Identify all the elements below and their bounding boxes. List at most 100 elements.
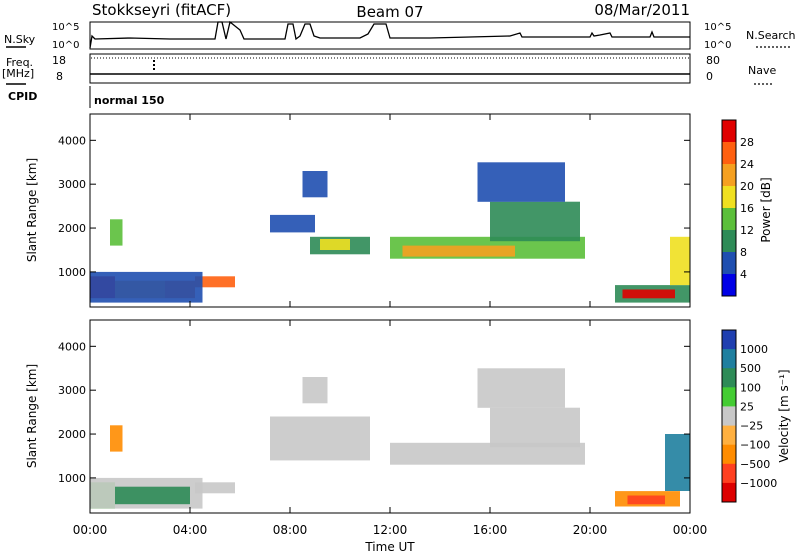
power-panel-colorbar-seg-0 (722, 120, 736, 143)
date-title: 08/Mar/2011 (594, 1, 690, 19)
velocity-panel-colorbar-seg-0 (722, 330, 736, 350)
power-panel-ytick-label-2: 3000 (58, 178, 86, 191)
velocity-panel-region-8 (490, 407, 580, 448)
velocity-panel-region-4 (110, 425, 123, 452)
power-panel-region-4 (90, 271, 203, 303)
power-panel-ytick-label-0: 1000 (58, 266, 86, 279)
beam-title: Beam 07 (356, 3, 423, 21)
velocity-panel-colorbar-tick-0: 1000 (740, 343, 768, 356)
power-panel-colorbar-seg-1 (722, 142, 736, 165)
velocity-panel-ytick-label-0: 1000 (58, 472, 86, 485)
freq-label-1: Freq. (6, 56, 33, 69)
power-panel-region-3 (195, 276, 235, 288)
power-panel-colorbar-frame (721, 119, 737, 297)
power-panel-colorbar-tick-2: 20 (740, 180, 754, 193)
power-panel-region-11 (402, 245, 515, 257)
nsearch-label: N.Search (746, 29, 796, 42)
velocity-panel-colorbar-seg-3 (722, 387, 736, 407)
velocity-panel-colorbar-frame (721, 329, 737, 503)
velocity-panel-colorbar-seg-6 (722, 444, 736, 465)
velocity-panel-ytick-label-3: 4000 (58, 340, 86, 353)
power-panel-colorbar-tick-1: 24 (740, 158, 754, 171)
cpid-label: CPID (8, 90, 37, 103)
xtick-label-4: 16:00 (473, 523, 508, 537)
power-panel-colorbar-tick-0: 28 (740, 136, 754, 149)
nave-tick-0: 0 (706, 70, 713, 83)
noise-strip: N.Sky 10^5 10^0 10^5 10^0 N.Search (4, 20, 796, 51)
power-ylabel: Slant Range [km] (25, 158, 39, 262)
velocity-panel-region-3 (195, 482, 235, 494)
velocity-panel-region-12 (665, 434, 690, 491)
power-panel-colorbar-seg-2 (722, 164, 736, 187)
nsky-label: N.Sky (4, 33, 36, 46)
power-panel-colorbar-tick-3: 16 (740, 202, 754, 215)
power-panel-colorbar-seg-7 (722, 274, 736, 297)
velocity-panel-colorbar-seg-7 (722, 463, 736, 484)
velocity-y-ticks: 1000 2000 3000 4000 (58, 340, 690, 485)
velocity-panel-colorbar-tick-1: 500 (740, 362, 761, 375)
noise-tick-top-left: 10^5 (52, 22, 79, 33)
power-panel-region-16 (670, 236, 690, 286)
velocity-panel-ytick-label-2: 3000 (58, 384, 86, 397)
power-panel-colorbar-seg-3 (722, 186, 736, 209)
power-panel-region-6 (270, 214, 315, 233)
velocity-panel: 1000 2000 3000 4000 Slant Range [km] 1000 50… (25, 319, 791, 514)
power-panel: 1000 2000 3000 4000 Slant Range [km] 28 24 20… (25, 113, 773, 308)
velocity-panel-colorbar-seg-4 (722, 406, 736, 426)
xtick-label-3: 12:00 (373, 523, 408, 537)
velocity-panel-region-6 (302, 377, 328, 404)
power-panel-region-5 (110, 219, 123, 246)
velocity-panel-region-2 (115, 486, 190, 505)
xtick-label-2: 08:00 (273, 523, 308, 537)
velocity-panel-colorbar-tick-3: 25 (740, 400, 754, 413)
power-panel-ytick-label-1: 2000 (58, 222, 86, 235)
noise-tick-bottom-left: 10^0 (52, 40, 79, 51)
velocity-panel-colorbar-tick-5: −100 (740, 439, 770, 452)
power-panel-region-12 (490, 201, 580, 242)
velocity-panel-region-11 (627, 495, 665, 505)
power-panel-colorbar-tick-4: 12 (740, 224, 754, 237)
velocity-panel-colorbar-seg-1 (722, 349, 736, 369)
velocity-panel-colorbar-tick-7: −1000 (740, 477, 777, 490)
velocity-colorbar-label: Velocity [m s⁻¹] (777, 369, 791, 462)
power-panel-colorbar-seg-5 (722, 230, 736, 253)
power-colorbar: 28 24 20 16 12 8 4 (721, 119, 754, 297)
velocity-panel-colorbar-seg-8 (722, 482, 736, 503)
power-panel-region-15 (622, 289, 675, 299)
velocity-panel-region-7 (390, 442, 585, 465)
power-panel-region-8 (320, 239, 350, 250)
velocity-panel-region-9 (477, 368, 565, 408)
freq-tick-8: 8 (56, 70, 63, 83)
time-axis: 00:00 04:00 08:00 12:00 16:00 20:00 00:00 (73, 114, 708, 537)
nave-label: Nave (748, 64, 776, 77)
velocity-panel-colorbar-tick-4: −25 (740, 420, 763, 433)
cpid-value: normal 150 (94, 94, 165, 107)
xtick-label-6: 00:00 (673, 523, 708, 537)
velocity-panel-colorbar-seg-5 (722, 425, 736, 446)
velocity-panel-colorbar-tick-6: −500 (740, 458, 770, 471)
power-panel-colorbar-tick-6: 4 (740, 268, 747, 281)
time-axis-label: Time UT (364, 540, 415, 554)
velocity-panel-colorbar-seg-2 (722, 368, 736, 388)
power-panel-region-13 (477, 162, 565, 202)
freq-tick-18: 18 (52, 54, 66, 67)
power-data (90, 162, 690, 303)
power-panel-colorbar-tick-5: 8 (740, 246, 747, 259)
freq-label-2: [MHz] (2, 67, 34, 80)
velocity-panel-ytick-label-1: 2000 (58, 428, 86, 441)
nsky-trace (89, 20, 690, 49)
power-panel-colorbar-seg-4 (722, 208, 736, 231)
xtick-label-1: 04:00 (173, 523, 208, 537)
freq-strip: Freq. [MHz] 18 8 80 0 Nave (2, 53, 776, 85)
noise-tick-bottom-right: 10^0 (704, 40, 731, 51)
power-colorbar-label: Power [dB] (759, 177, 773, 242)
velocity-ylabel: Slant Range [km] (25, 364, 39, 468)
xtick-label-0: 00:00 (73, 523, 108, 537)
noise-tick-top-right: 10^5 (704, 22, 731, 33)
xtick-label-5: 20:00 (573, 523, 608, 537)
station-title: Stokkseyri (fitACF) (92, 1, 231, 19)
power-y-ticks: 1000 2000 3000 4000 (58, 134, 690, 279)
power-panel-colorbar-seg-6 (722, 252, 736, 275)
velocity-panel-region-5 (270, 416, 370, 461)
